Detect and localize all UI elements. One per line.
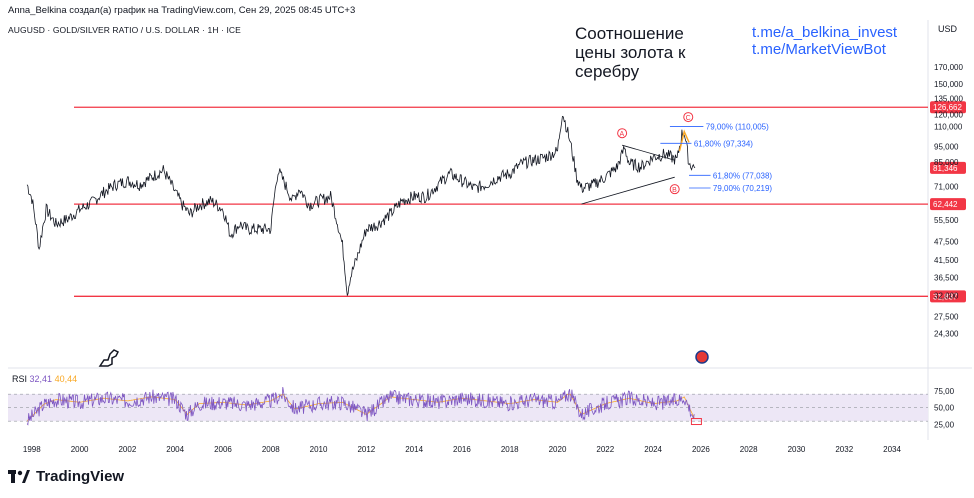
time-tick-label: 2032 — [835, 445, 853, 454]
horizontal-levels: 126,662 62,442 31,837 81,346 — [74, 101, 966, 303]
time-tick-label: 2024 — [644, 445, 662, 454]
rsi-label-name: RSI — [12, 374, 28, 384]
time-tick-label: 2012 — [357, 445, 375, 454]
price-tick-label: 85,000 — [934, 158, 959, 167]
fib-label: 79,00% (70,219) — [713, 184, 772, 193]
price-tick-label: 170,000 — [934, 63, 963, 72]
last-price-label: 81,346 — [933, 164, 958, 173]
wave-marker-label: A — [620, 131, 625, 138]
wave-marker — [669, 184, 680, 195]
time-axis: 1998 2000 2002 2004 2006 2008 2010 2012 2014 2016… — [23, 445, 902, 454]
time-tick-label: 2022 — [596, 445, 614, 454]
us-flag-icon — [695, 350, 709, 364]
level-price-label: 31,837 — [933, 292, 958, 301]
dino-icon — [98, 349, 120, 367]
rsi-label[interactable]: RSI 32,41 40,44 — [12, 374, 77, 384]
level-price-badge — [930, 198, 966, 211]
rsi-tick-label: 75,00 — [934, 387, 955, 396]
price-tick-label: 41,500 — [934, 256, 959, 265]
price-tick-label: 120,000 — [934, 111, 963, 120]
price-tick-label: 110,000 — [934, 123, 963, 132]
price-line — [26, 115, 696, 296]
fib-label: 79,00% (110,005) — [706, 123, 769, 132]
wave-marker — [683, 112, 694, 123]
price-tick-label: 32,000 — [934, 292, 959, 301]
time-tick-label: 2000 — [71, 445, 89, 454]
level-price-badge — [930, 290, 966, 303]
last-price-badge — [930, 161, 966, 174]
time-tick-label: 2016 — [453, 445, 471, 454]
level-price-badge — [930, 101, 966, 114]
price-tick-label: 36,500 — [934, 274, 959, 283]
price-tick-label: 24,300 — [934, 329, 959, 338]
annotation-links: t.me/a_belkina_invest t.me/MarketViewBot — [752, 24, 897, 58]
currency-label[interactable]: USD — [938, 24, 958, 34]
price-tick-label: 71,000 — [934, 183, 959, 192]
rsi-pane: 75,00 50,00 25,00 — [8, 387, 955, 430]
symbol-title[interactable]: AUGUSD · GOLD/SILVER RATIO / U.S. DOLLAR… — [8, 25, 241, 35]
rsi-ma-value: 40,44 — [54, 374, 78, 384]
telegram-link-invest[interactable]: t.me/a_belkina_invest — [752, 24, 898, 41]
rsi-value: 32,41 — [29, 374, 53, 384]
price-tick-label: 55,500 — [934, 216, 959, 225]
level-price-label: 126,662 — [933, 103, 962, 112]
time-tick-label: 1998 — [23, 445, 41, 454]
time-tick-label: 2028 — [740, 445, 758, 454]
wave-marker-label: C — [686, 115, 691, 122]
time-tick-label: 2020 — [549, 445, 567, 454]
price-tick-label: 135,000 — [934, 95, 963, 104]
price-tick-label: 95,000 — [934, 143, 959, 152]
wave-marker — [617, 128, 628, 139]
telegram-link-bot[interactable]: t.me/MarketViewBot — [752, 41, 886, 58]
rsi-line — [26, 386, 695, 426]
lower-trendline — [581, 176, 675, 205]
time-tick-label: 2002 — [118, 445, 136, 454]
annotation-title: Соотношение цены золота к серебру — [575, 24, 686, 81]
time-tick-label: 2018 — [501, 445, 519, 454]
upper-trendline — [622, 144, 675, 161]
fib-label: 61,80% (97,334) — [694, 139, 753, 148]
time-tick-label: 2008 — [262, 445, 280, 454]
rsi-tick-label: 25,00 — [934, 421, 955, 430]
time-tick-label: 2010 — [310, 445, 328, 454]
time-tick-label: 2026 — [692, 445, 710, 454]
price-axis: 170,000 150,000 135,000 120,000 110,000 95,00… — [934, 63, 963, 338]
time-tick-label: 2014 — [405, 445, 423, 454]
tradingview-logo[interactable]: TradingView — [8, 468, 124, 485]
price-series — [26, 115, 696, 296]
fib-label: 61,80% (77,038) — [713, 171, 772, 180]
time-tick-label: 2006 — [214, 445, 232, 454]
time-tick-label: 2030 — [788, 445, 806, 454]
price-tick-label: 150,000 — [934, 80, 963, 89]
price-tick-label: 47,500 — [934, 238, 959, 247]
level-price-label: 62,442 — [933, 200, 958, 209]
rsi-tick-label: 50,00 — [934, 404, 955, 413]
tradingview-wordmark: TradingView — [36, 468, 125, 485]
rsi-last-value-box — [690, 418, 702, 426]
tradingview-logo-icon — [8, 470, 30, 483]
chart-attribution: Anna_Belkina создал(а) график на Trading… — [8, 5, 356, 16]
fib-levels: 79,00% (110,005) 61,80% (97,334) 61,80% (7… — [660, 123, 772, 193]
time-tick-label: 2034 — [883, 445, 901, 454]
wave-labels: A B C — [617, 112, 694, 195]
wave-c-highlight — [678, 129, 690, 152]
wave-marker-label: B — [672, 187, 677, 194]
price-tick-label: 27,500 — [934, 312, 959, 321]
time-tick-label: 2004 — [166, 445, 184, 454]
grid — [8, 20, 972, 440]
chart-icons — [98, 349, 709, 367]
